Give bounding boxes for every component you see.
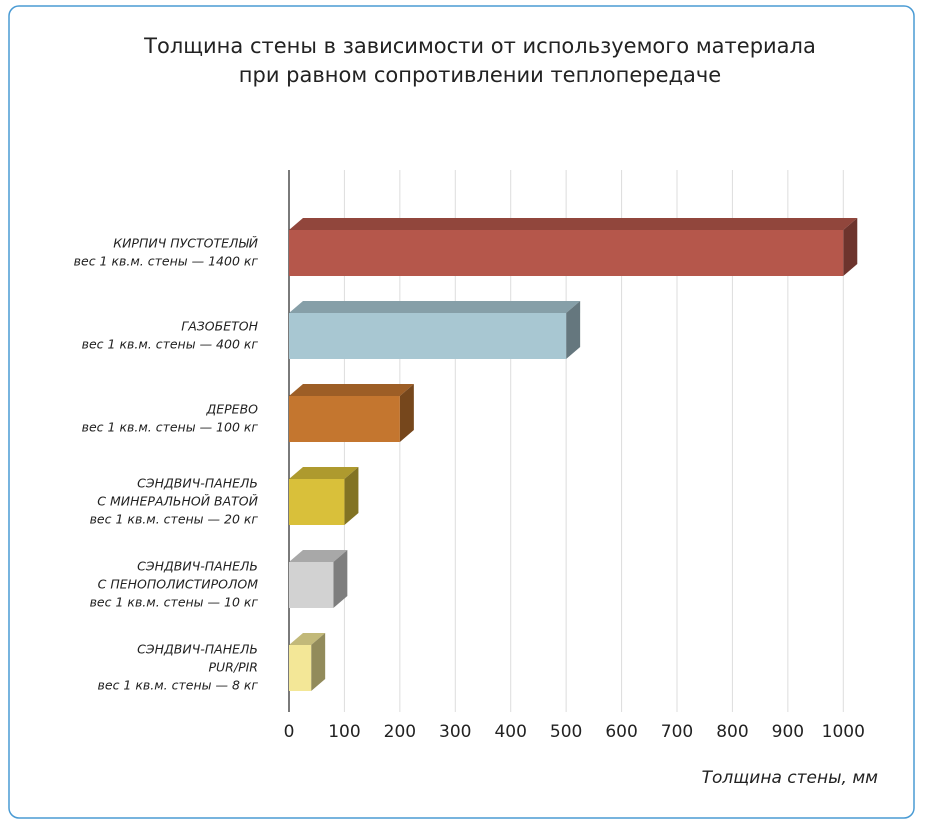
x-tick-label: 600 [605, 722, 637, 742]
x-tick-label: 500 [550, 722, 582, 742]
bar-side [843, 218, 858, 276]
bar-side [311, 633, 326, 691]
bar-top [289, 633, 326, 645]
bar-top [289, 467, 359, 479]
bar-side [399, 384, 414, 442]
category-label: ГАЗОБЕТОН [181, 319, 258, 334]
bar-side [333, 550, 348, 608]
category-label: вес 1 кв.м. стены — 8 кг [98, 678, 259, 693]
bar [289, 313, 567, 359]
bar [289, 645, 312, 691]
category-label: вес 1 кв.м. стены — 20 кг [90, 512, 259, 527]
category-label: ДЕРЕВО [205, 402, 258, 417]
category-label: С МИНЕРАЛЬНОЙ ВАТОЙ [97, 494, 258, 509]
bar-top [289, 550, 348, 562]
bar [289, 230, 844, 276]
category-label: СЭНДВИЧ-ПАНЕЛЬ [137, 476, 258, 491]
category-label: СЭНДВИЧ-ПАНЕЛЬ [137, 559, 258, 574]
bar-top [289, 301, 581, 313]
x-tick-label: 900 [772, 722, 804, 742]
category-label: вес 1 кв.м. стены — 1400 кг [74, 254, 259, 269]
bar-top [289, 384, 414, 396]
x-tick-label: 800 [716, 722, 748, 742]
bar [289, 479, 345, 525]
chart-title: при равном сопротивлении теплопередаче [239, 63, 721, 87]
x-tick-label: 300 [439, 722, 471, 742]
bar-top [289, 218, 858, 230]
x-axis-label: Толщина стены, мм [702, 768, 879, 788]
bar [289, 562, 334, 608]
x-tick-label: 0 [284, 722, 295, 742]
x-tick-label: 100 [328, 722, 360, 742]
category-label: КИРПИЧ ПУСТОТЕЛЫЙ [113, 236, 258, 251]
category-label: вес 1 кв.м. стены — 100 кг [82, 420, 259, 435]
bar-side [566, 301, 581, 359]
frame [8, 5, 915, 819]
category-label: вес 1 кв.м. стены — 10 кг [90, 595, 259, 610]
category-label: PUR/PIR [209, 660, 259, 675]
x-tick-label: 1000 [822, 722, 865, 742]
x-tick-label: 200 [384, 722, 416, 742]
x-tick-label: 400 [494, 722, 526, 742]
x-tick-label: 700 [661, 722, 693, 742]
category-label: СЭНДВИЧ-ПАНЕЛЬ [137, 642, 258, 657]
category-label: С ПЕНОПОЛИСТИРОЛОМ [98, 577, 259, 592]
category-label: вес 1 кв.м. стены — 400 кг [82, 337, 259, 352]
bar [289, 396, 400, 442]
bar-side [344, 467, 359, 525]
chart-title: Толщина стены в зависимости от используе… [143, 34, 816, 58]
